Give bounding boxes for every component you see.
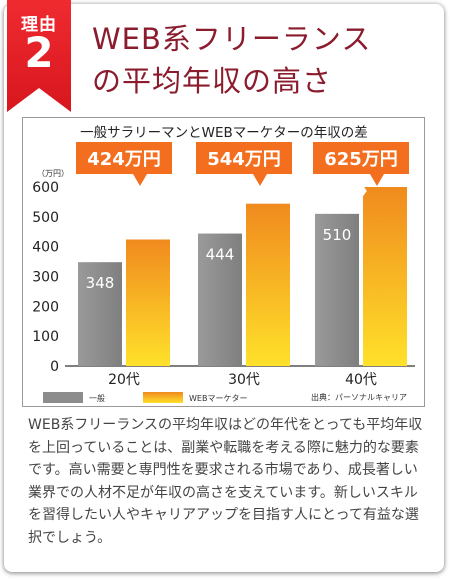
bar-general [315, 213, 359, 366]
callout-box [76, 142, 172, 174]
legend-label-general: 一般 [89, 393, 105, 403]
y-tick-label: 500 [32, 210, 59, 226]
legend-swatch-general [43, 392, 83, 403]
bar-general-value-label: 348 [86, 274, 115, 292]
y-tick-label: 600 [32, 180, 59, 196]
callout-pointer [370, 174, 384, 186]
y-tick-label: 100 [32, 329, 59, 345]
chart-title: 一般サラリーマンとWEBマーケターの年収の差 [80, 125, 368, 141]
bar-break-mark [357, 184, 367, 200]
bar-web-marketer [246, 203, 290, 366]
reason-badge: 理由 2 [7, 0, 71, 112]
badge-label: 理由 [21, 15, 57, 35]
salary-chart: 一般サラリーマンとWEBマーケターの年収の差 （万円） 0 100 200 300 40… [22, 117, 425, 407]
legend-swatch-web-marketer [143, 392, 183, 403]
x-tick-label: 30代 [228, 372, 260, 388]
legend-label-web-marketer: WEBマーケター [189, 394, 247, 403]
y-tick-label: 0 [50, 359, 59, 375]
y-tick-label: 200 [32, 299, 59, 315]
bar-web-marketer [126, 239, 170, 366]
callout-box [196, 142, 292, 174]
y-axis-unit: （万円） [37, 169, 69, 178]
page-title-line-1: WEB系フリーランス [92, 22, 372, 56]
bar-web-marketer [363, 187, 407, 366]
bar-general [78, 262, 122, 366]
chart-canvas: 一般サラリーマンとWEBマーケターの年収の差 （万円） 0 100 200 300 40… [32, 125, 415, 403]
callout-pointer [253, 174, 267, 186]
bar-general-value-label: 510 [323, 226, 352, 244]
bar-general [198, 233, 242, 366]
badge-number: 2 [24, 28, 54, 77]
y-tick-label: 400 [32, 240, 59, 256]
page-title-line-2: の平均年収の高さ [92, 64, 333, 98]
callout-pointer [133, 174, 147, 186]
description-text: WEB系フリーランスの平均年収はどの年代をとっても平均年収を上回っていることは、… [28, 417, 423, 546]
callout-box [313, 142, 409, 174]
ribbon-shape [7, 0, 71, 112]
callout-value-label: 625万円 [324, 149, 398, 170]
x-tick-label: 20代 [108, 372, 140, 388]
callout-value-label: 424万円 [87, 149, 161, 170]
y-tick-label: 300 [32, 270, 59, 286]
chart-source: 出典：パーソナルキャリア [311, 392, 407, 402]
x-tick-label: 40代 [345, 372, 377, 388]
bar-general-value-label: 444 [206, 246, 235, 264]
callout-value-label: 544万円 [207, 149, 281, 170]
